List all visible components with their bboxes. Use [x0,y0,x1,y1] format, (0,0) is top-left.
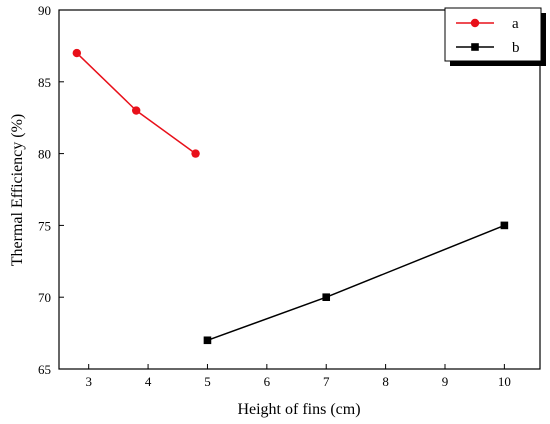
x-tick-label: 10 [498,374,511,389]
data-point [131,106,141,115]
legend-label: b [512,40,520,56]
series-b [203,221,509,345]
x-tick-label: 5 [204,374,211,389]
y-tick-label: 90 [38,3,51,18]
y-tick-label: 70 [38,290,51,305]
x-tick-label: 6 [264,374,271,389]
legend: ab [444,7,546,66]
data-point [322,293,331,301]
y-axis: 65 70 75 80 85 90 [38,3,64,377]
legend-marker [471,43,479,51]
x-axis-title: Height of fins (cm) [237,401,360,418]
x-axis: 3 4 5 6 7 8 9 10 [85,364,511,389]
plot-area [58,9,541,370]
legend-item-b: b [456,40,520,56]
y-tick-label: 65 [38,362,51,377]
y-tick-label: 75 [38,218,51,233]
y-tick-label: 85 [38,75,51,90]
y-axis-title: Thermal Efficiency (%) [9,114,26,267]
legend-label: a [512,16,519,32]
legend-box [444,7,542,62]
legend-marker [470,18,480,28]
data-point [500,221,509,230]
data-point [203,336,212,345]
data-point [72,48,82,58]
series-layer [72,48,509,345]
x-tick-label: 9 [442,374,449,389]
series-a [72,48,200,158]
x-tick-label: 7 [323,374,330,389]
x-tick-label: 4 [145,374,152,389]
y-tick-label: 80 [38,147,51,162]
legend-item-a: a [456,16,519,32]
x-tick-label: 8 [382,374,389,389]
data-point [191,149,200,158]
legend-items: ab [456,16,520,56]
x-tick-label: 3 [85,374,92,389]
